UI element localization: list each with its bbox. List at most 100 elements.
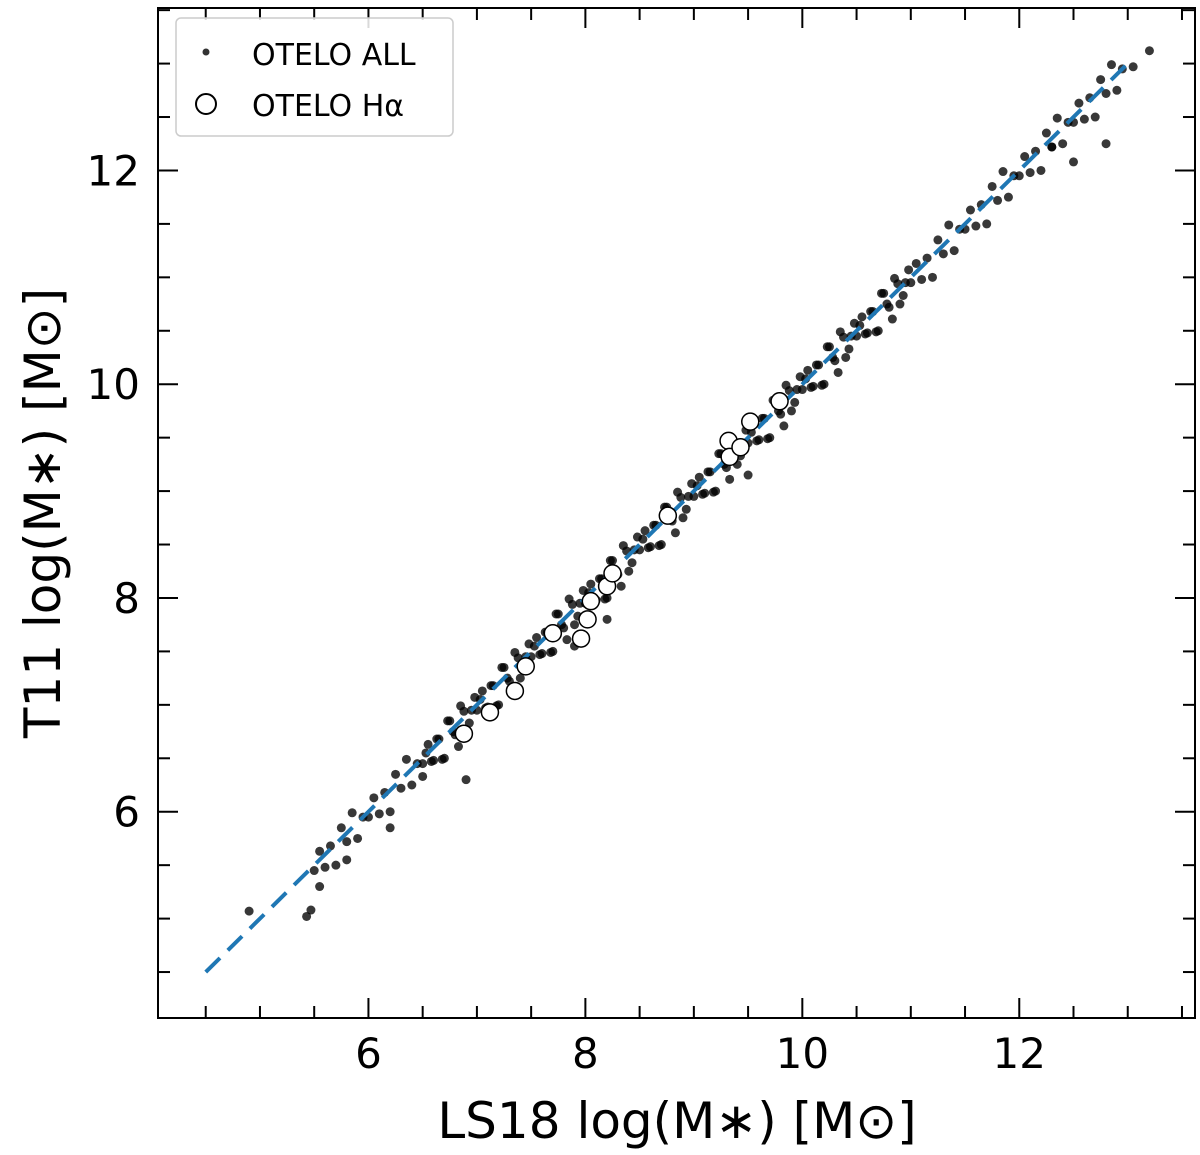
data-point <box>1079 114 1089 124</box>
data-point <box>1074 98 1084 108</box>
data-point <box>790 397 800 407</box>
data-point <box>567 599 577 609</box>
data-point <box>602 614 612 624</box>
legend-box <box>175 17 454 137</box>
data-point <box>882 299 892 309</box>
data-point <box>763 434 773 444</box>
data-point <box>898 291 908 301</box>
data-point <box>418 771 428 781</box>
data-point <box>803 365 813 375</box>
legend-label-halpha: OTELO Hα <box>252 89 404 124</box>
data-point <box>694 472 704 482</box>
data-point <box>396 783 406 793</box>
data-point <box>949 246 959 256</box>
data-point <box>437 754 447 764</box>
data-point <box>385 807 395 817</box>
data-point <box>1031 146 1041 156</box>
data-point <box>676 493 686 503</box>
data-point <box>627 558 637 568</box>
data-point <box>302 911 312 921</box>
halpha-point <box>603 564 622 583</box>
legend-label-all: OTELO ALL <box>252 38 416 73</box>
y-tick-label: 10 <box>87 360 140 409</box>
tick-labels: 6 8 10 12 6 8 10 12 <box>87 146 1046 1078</box>
data-point <box>927 272 937 282</box>
data-point <box>562 635 572 645</box>
data-point <box>681 504 691 514</box>
data-point <box>353 833 363 843</box>
data-point <box>244 906 254 916</box>
x-tick-label: 10 <box>776 1029 829 1078</box>
data-point <box>938 249 948 259</box>
data-point <box>911 258 921 268</box>
data-point <box>887 314 897 324</box>
data-point <box>331 860 341 870</box>
data-point <box>477 686 487 696</box>
data-point <box>401 754 411 764</box>
halpha-point <box>581 591 601 611</box>
data-point <box>1036 165 1046 175</box>
data-point <box>860 329 870 339</box>
halpha-point <box>578 610 597 629</box>
data-point <box>708 487 718 497</box>
halpha-point <box>731 438 750 457</box>
x-axis-label: LS18 log(M∗) [M⊙] <box>437 1092 916 1150</box>
data-point <box>320 862 330 872</box>
data-point <box>1052 113 1062 123</box>
halpha-point <box>505 681 525 701</box>
data-point <box>546 647 556 657</box>
data-point <box>877 288 887 298</box>
data-point <box>698 489 708 499</box>
data-point <box>497 662 507 672</box>
data-point <box>703 467 713 477</box>
data-point <box>315 882 325 892</box>
data-point <box>643 543 653 553</box>
data-point <box>689 491 699 501</box>
data-point <box>1041 128 1051 138</box>
data-point <box>993 195 1003 205</box>
data-point <box>407 780 417 790</box>
data-point <box>325 841 335 851</box>
halpha-point <box>480 703 500 722</box>
data-point <box>871 327 881 337</box>
data-point <box>725 474 735 484</box>
x-tick-label: 12 <box>993 1029 1046 1078</box>
data-point <box>453 742 463 752</box>
y-tick-label: 12 <box>87 146 140 195</box>
data-point <box>904 265 914 275</box>
data-point <box>1003 192 1013 202</box>
data-point <box>1025 168 1035 178</box>
plot-frame <box>157 7 1196 1019</box>
data-point <box>906 278 916 288</box>
data-point <box>551 609 561 619</box>
data-point <box>670 528 680 538</box>
data-point <box>605 556 615 566</box>
data-point <box>342 855 352 865</box>
data-point <box>982 219 992 229</box>
data-point <box>443 716 453 726</box>
data-point <box>1101 139 1111 149</box>
y-axis-label: T11 log(M∗) [M⊙] <box>14 288 72 739</box>
data-point <box>309 866 319 876</box>
data-point <box>1144 46 1154 56</box>
data-point <box>1020 152 1030 162</box>
data-point <box>844 344 854 354</box>
data-point <box>616 581 626 591</box>
data-point <box>315 846 325 856</box>
data-point <box>385 823 395 833</box>
data-point <box>841 352 851 362</box>
data-point <box>743 470 753 480</box>
data-point <box>811 360 821 370</box>
data-point <box>638 534 648 544</box>
data-point <box>1101 89 1111 99</box>
data-point <box>1096 75 1106 85</box>
data-point <box>391 769 401 779</box>
halpha-point <box>543 623 563 643</box>
data-point <box>822 342 832 352</box>
data-point <box>1047 142 1057 152</box>
data-point <box>586 579 596 589</box>
data-point <box>459 706 469 716</box>
data-point <box>336 823 346 833</box>
halpha-point <box>741 412 760 431</box>
